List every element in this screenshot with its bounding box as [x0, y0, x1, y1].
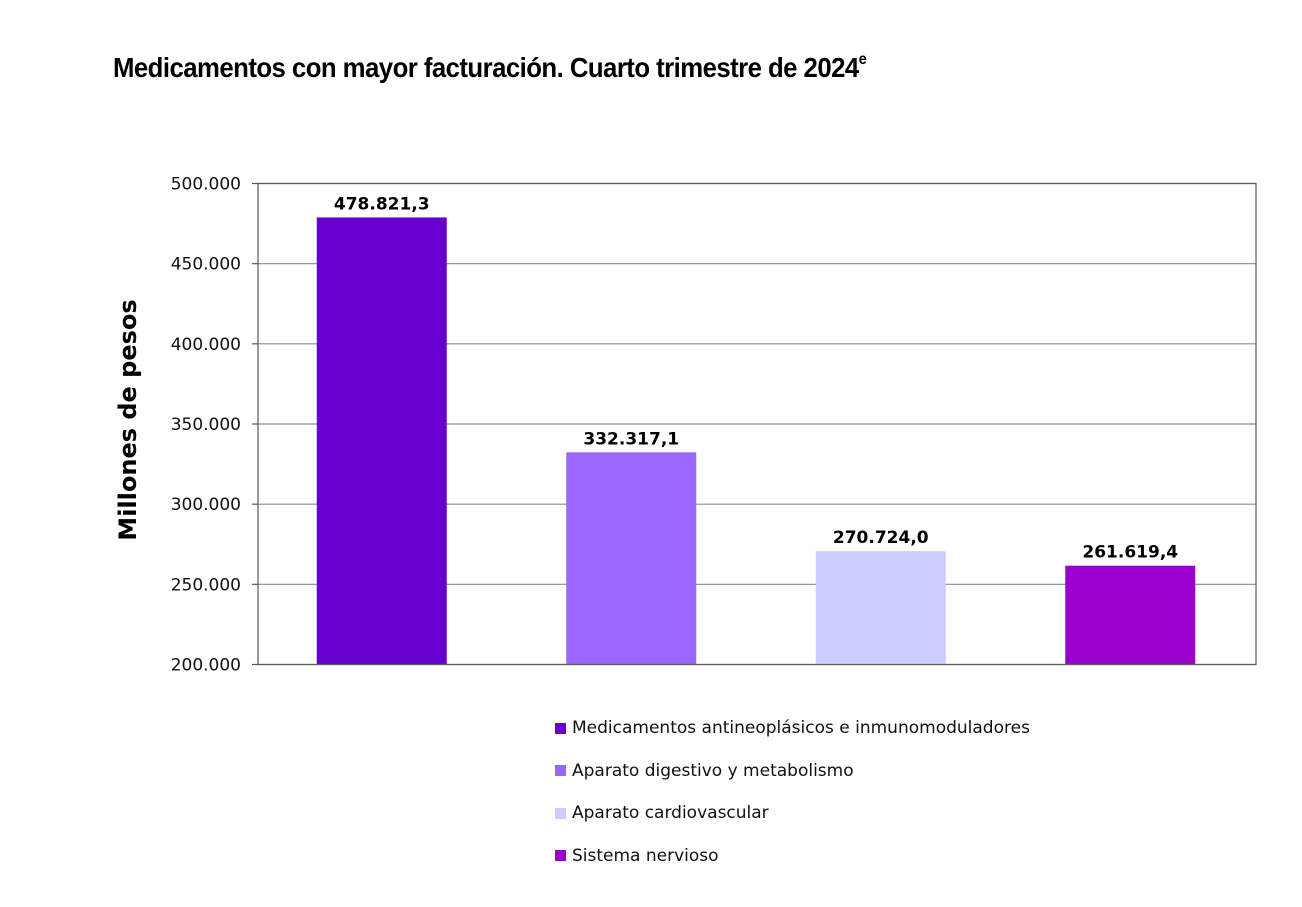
- y-tick-label: 250.000: [171, 575, 241, 595]
- chart-title-superscript: e: [858, 50, 867, 68]
- bar: [1065, 565, 1196, 665]
- legend-label: Medicamentos antineoplásicos e inmunomod…: [572, 718, 1030, 738]
- bar: [815, 551, 946, 665]
- y-axis-ticks: 200.000 250.000 300.000 350.000 400.000 450.0…: [171, 175, 258, 676]
- legend-label: Aparato cardiovascular: [572, 803, 769, 823]
- y-tick-label: 500.000: [171, 175, 241, 195]
- chart-title-text: Medicamentos con mayor facturación. Cuar…: [113, 52, 859, 83]
- bar-value-label: 261.619,4: [1082, 543, 1178, 563]
- legend-item: Aparato digestivo y metabolismo: [555, 759, 1030, 783]
- legend-swatch: [555, 722, 566, 734]
- bar: [566, 452, 697, 665]
- plot-area-frame: [257, 182, 1257, 666]
- bar-value-label: 332.317,1: [583, 429, 679, 449]
- bar-value-label: 478.821,3: [334, 194, 430, 214]
- data-labels: 478.821,3 332.317,1 270.724,0 261.619,4: [334, 194, 1178, 562]
- legend-label: Sistema nervioso: [572, 845, 719, 866]
- y-tick-label: 300.000: [171, 495, 241, 515]
- bar: [316, 217, 447, 665]
- legend-swatch: [555, 850, 566, 861]
- y-tick-label: 200.000: [171, 656, 241, 676]
- legend-item: Sistema nervioso: [555, 844, 1030, 868]
- bar-value-label: 270.724,0: [833, 528, 929, 548]
- legend-label: Aparato digestivo y metabolismo: [572, 760, 854, 781]
- legend-swatch: [555, 765, 566, 776]
- bars: [316, 217, 1196, 665]
- y-tick-label: 450.000: [171, 255, 241, 275]
- legend-swatch: [555, 807, 566, 819]
- y-axis-label: Millones de pesos: [114, 299, 142, 540]
- y-tick-label: 400.000: [171, 335, 241, 355]
- legend-item: Medicamentos antineoplásicos e inmunomod…: [555, 716, 1030, 740]
- y-tick-label: 350.000: [171, 415, 241, 435]
- legend-item: Aparato cardiovascular: [555, 801, 1030, 825]
- legend: Medicamentos antineoplásicos e inmunomod…: [555, 716, 1030, 886]
- chart-title: Medicamentos con mayor facturación. Cuar…: [113, 50, 867, 84]
